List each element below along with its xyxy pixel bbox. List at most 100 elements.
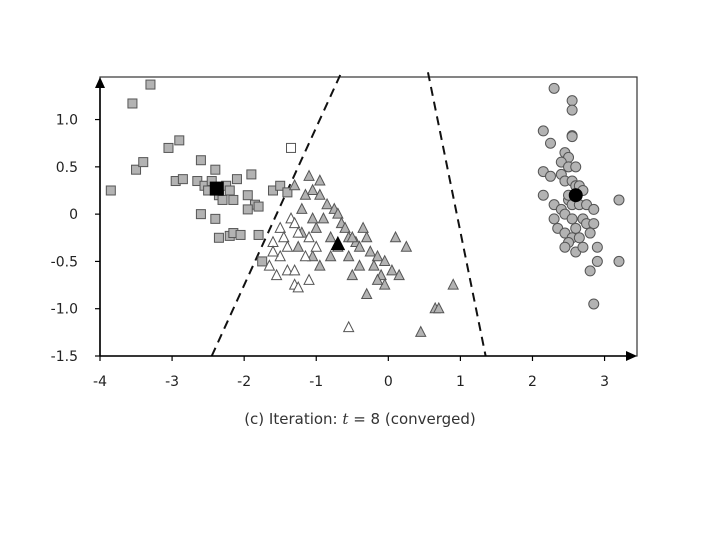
y-tick-label: 0 — [69, 207, 78, 223]
circle-point — [545, 170, 557, 182]
square-point — [145, 79, 156, 90]
y-tick-label: 1.0 — [56, 113, 78, 129]
circle-point — [566, 213, 578, 225]
triangle-point — [267, 235, 279, 248]
square-point — [177, 174, 188, 185]
triangle-point — [371, 249, 384, 262]
square-point — [235, 229, 246, 240]
square-point — [131, 164, 142, 175]
triangle-point — [292, 226, 305, 238]
circle-point — [591, 241, 603, 253]
square-point — [257, 256, 268, 267]
triangle-point — [299, 188, 312, 200]
triangle-point — [310, 221, 323, 233]
triangle-point — [303, 230, 315, 243]
x-tick-label: -1 — [309, 374, 323, 390]
square-point — [282, 187, 293, 198]
square-point — [242, 190, 253, 201]
triangle-point — [342, 320, 355, 333]
figure-caption: (c) Iteration: t = 8 (converged) — [0, 410, 720, 428]
data-points — [105, 79, 625, 337]
caption-rest: = 8 (converged) — [353, 410, 476, 428]
triangle-point — [324, 249, 337, 262]
y-tick-label: 0.5 — [56, 160, 78, 176]
triangle-point — [267, 245, 279, 257]
circle-point — [588, 298, 600, 310]
triangle-point — [317, 212, 330, 224]
axes — [95, 77, 637, 361]
triangle-point — [281, 264, 294, 276]
x-tick-label: 0 — [384, 374, 393, 390]
circle-point — [559, 241, 571, 253]
circle-point — [584, 265, 596, 277]
square-centroid — [209, 181, 224, 196]
circle-point — [545, 137, 557, 149]
circle-point — [548, 213, 560, 225]
square-point — [163, 142, 174, 153]
y-tick-label: -0.5 — [51, 254, 78, 270]
square-point — [224, 185, 235, 196]
triangle-point — [332, 207, 344, 219]
triangle-centroid — [330, 235, 346, 251]
triangle-point — [263, 259, 276, 271]
circle-point — [566, 104, 578, 116]
square-point — [213, 232, 224, 243]
triangle-point — [324, 230, 337, 243]
square-point — [246, 169, 257, 180]
triangle-point — [314, 174, 326, 186]
triangle-point — [414, 325, 427, 337]
triangle-point — [292, 240, 305, 252]
square-point — [105, 185, 116, 196]
triangle-point — [339, 221, 351, 233]
triangle-point — [292, 281, 305, 293]
circle-point — [537, 189, 549, 201]
circle-point — [588, 218, 600, 230]
triangle-point — [288, 264, 301, 276]
square-point — [217, 194, 228, 205]
triangle-point — [357, 221, 369, 233]
triangle-point — [270, 268, 283, 281]
cluster-centroids — [209, 181, 583, 251]
circle-centroid — [568, 188, 583, 203]
circle-point — [613, 255, 625, 267]
triangle-point — [288, 178, 301, 191]
boundary-line-2 — [426, 72, 487, 357]
triangle-point — [400, 240, 413, 252]
square-point — [210, 164, 221, 175]
triangle-point — [360, 230, 373, 243]
x-tick-label: -3 — [165, 374, 179, 390]
x-tick-label: -4 — [93, 374, 107, 390]
triangle-point — [346, 230, 359, 243]
circle-point — [584, 227, 596, 239]
triangle-point — [393, 268, 405, 281]
square-point — [195, 209, 206, 220]
triangle-point — [303, 169, 315, 181]
circle-point — [548, 82, 560, 94]
circle-point — [537, 125, 549, 137]
y-tick-label: -1.0 — [51, 302, 78, 318]
circle-point — [591, 255, 603, 267]
square-point — [275, 180, 286, 191]
triangle-point — [353, 259, 366, 271]
circle-point — [566, 95, 578, 107]
circle-point — [570, 222, 582, 234]
triangle-point — [353, 240, 366, 252]
triangle-point — [378, 254, 391, 266]
caption-prefix: (c) Iteration: — [244, 410, 338, 428]
triangle-point — [310, 240, 323, 252]
square-point — [174, 135, 185, 146]
triangle-point — [342, 249, 355, 262]
triangle-point — [299, 249, 312, 262]
x-tick-label: 2 — [528, 374, 537, 390]
triangle-point — [432, 301, 445, 314]
triangle-point — [296, 202, 308, 214]
triangle-point — [314, 188, 326, 200]
x-tick-label: -2 — [237, 374, 251, 390]
triangle-point — [281, 240, 294, 252]
square-point — [253, 229, 264, 240]
circle-point — [570, 161, 582, 173]
triangle-point — [364, 245, 377, 257]
triangle-point — [346, 268, 359, 281]
triangle-point — [314, 259, 326, 271]
triangle-point — [368, 259, 380, 271]
